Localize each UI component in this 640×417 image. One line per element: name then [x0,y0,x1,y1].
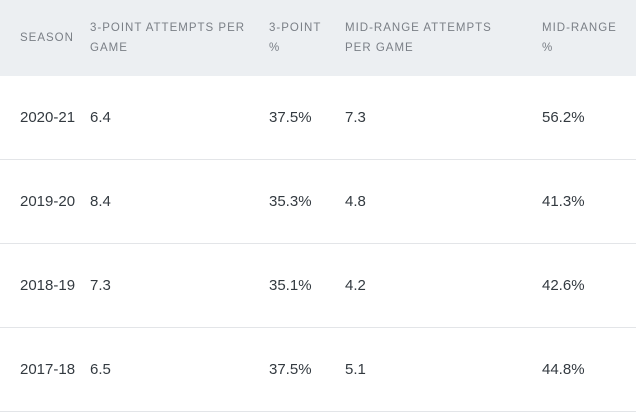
table-header: SEASON 3-POINT ATTEMPTS PER GAME 3-POINT… [0,0,636,76]
table-row: 2018-19 7.3 35.1% 4.2 42.6% [0,243,636,328]
cell-season: 2017-18 [0,327,90,412]
cell-mid-pct: 42.6% [542,243,636,328]
header-row: SEASON 3-POINT ATTEMPTS PER GAME 3-POINT… [0,0,636,76]
cell-mid-attempts: 4.2 [345,243,542,328]
cell-season: 2018-19 [0,243,90,328]
cell-3pt-attempts: 8.4 [90,159,269,244]
table-row: 2017-18 6.5 37.5% 5.1 44.8% [0,327,636,412]
cell-3pt-pct: 37.5% [269,76,345,160]
cell-3pt-attempts: 7.3 [90,243,269,328]
header-3pt-pct: 3-POINT % [269,22,322,54]
cell-3pt-pct: 35.1% [269,243,345,328]
cell-season: 2020-21 [0,76,90,160]
cell-3pt-attempts: 6.4 [90,76,269,160]
cell-mid-pct: 41.3% [542,159,636,244]
table-row: 2019-20 8.4 35.3% 4.8 41.3% [0,159,636,244]
header-mid-attempts: MID-RANGE ATTEMPTS PER GAME [345,22,492,54]
cell-mid-attempts: 4.8 [345,159,542,244]
cell-mid-attempts: 5.1 [345,327,542,412]
cell-3pt-pct: 37.5% [269,327,345,412]
cell-3pt-pct: 35.3% [269,159,345,244]
header-season: SEASON [20,32,74,44]
header-3pt-attempts: 3-POINT ATTEMPTS PER GAME [90,22,246,54]
cell-mid-attempts: 7.3 [345,76,542,160]
cell-3pt-attempts: 6.5 [90,327,269,412]
cell-mid-pct: 44.8% [542,327,636,412]
cell-season: 2019-20 [0,159,90,244]
table-row: 2020-21 6.4 37.5% 7.3 56.2% [0,76,636,160]
header-mid-pct: MID-RANGE % [542,22,617,54]
cell-mid-pct: 56.2% [542,76,636,160]
